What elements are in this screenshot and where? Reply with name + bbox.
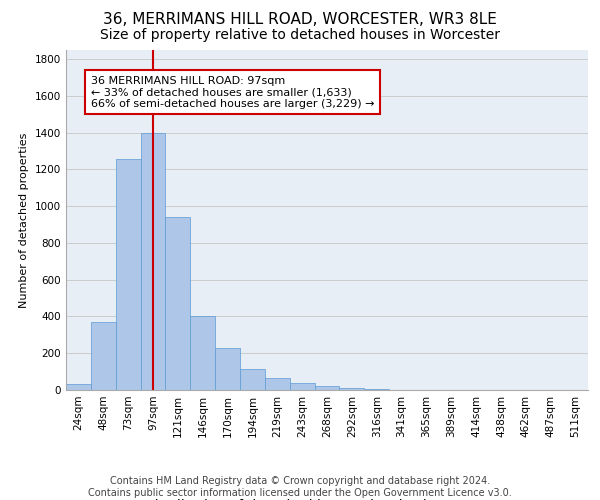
- Text: Size of property relative to detached houses in Worcester: Size of property relative to detached ho…: [100, 28, 500, 42]
- Bar: [340, 388, 364, 390]
- Bar: [290, 382, 314, 390]
- Bar: [66, 384, 91, 390]
- Text: 36 MERRIMANS HILL ROAD: 97sqm
← 33% of detached houses are smaller (1,633)
66% o: 36 MERRIMANS HILL ROAD: 97sqm ← 33% of d…: [91, 76, 374, 109]
- Bar: [140, 132, 166, 390]
- Bar: [314, 386, 340, 390]
- Bar: [215, 348, 240, 390]
- Bar: [116, 160, 140, 390]
- Bar: [364, 389, 389, 390]
- Bar: [91, 322, 116, 390]
- Bar: [190, 316, 215, 390]
- Bar: [265, 378, 290, 390]
- Bar: [240, 369, 265, 390]
- Bar: [166, 217, 190, 390]
- Y-axis label: Number of detached properties: Number of detached properties: [19, 132, 29, 308]
- Text: 36, MERRIMANS HILL ROAD, WORCESTER, WR3 8LE: 36, MERRIMANS HILL ROAD, WORCESTER, WR3 …: [103, 12, 497, 28]
- Text: Contains HM Land Registry data © Crown copyright and database right 2024.
Contai: Contains HM Land Registry data © Crown c…: [88, 476, 512, 498]
